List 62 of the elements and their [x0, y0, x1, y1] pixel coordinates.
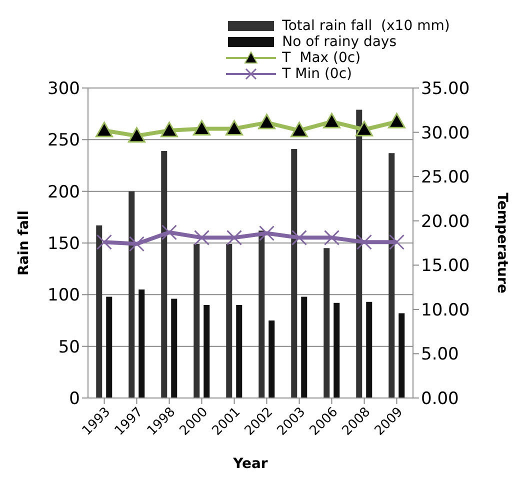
y-tick-label: 300 [48, 79, 80, 100]
point [226, 120, 243, 136]
bar [366, 302, 372, 398]
point [290, 122, 308, 138]
bar [204, 305, 210, 398]
point [258, 114, 276, 130]
y2-tick-label: 5.00 [421, 344, 459, 365]
y-tick-label: 200 [48, 182, 80, 202]
bar [194, 244, 200, 398]
bar [258, 230, 265, 398]
bar [96, 225, 102, 398]
point [96, 234, 112, 250]
bar [226, 244, 232, 398]
y-tick-label: 250 [48, 130, 80, 151]
x-axis-title: Year [232, 456, 268, 472]
y2-tick-label: 25.00 [421, 168, 470, 188]
y-axis-title: Rain fall [16, 210, 32, 276]
bar [268, 320, 275, 398]
point [128, 127, 146, 143]
bar [334, 302, 340, 398]
y2-tick-label: 20.00 [421, 212, 470, 232]
y-tick-label: 50 [58, 337, 80, 358]
point [324, 230, 340, 246]
bar [106, 296, 112, 398]
y2-tick-label: 0.00 [421, 389, 459, 410]
y-tick-label: 100 [48, 286, 80, 306]
y-tick-label: 150 [48, 234, 80, 254]
point [292, 230, 307, 246]
point [160, 122, 178, 138]
bar [324, 248, 330, 398]
bar [236, 305, 242, 398]
y2-tick-label: 10.00 [421, 300, 470, 320]
point [162, 224, 177, 240]
y2-tick-label: 35.00 [421, 79, 470, 100]
bar [388, 153, 395, 398]
legend-label: No of rainy days [282, 34, 396, 50]
bar [291, 148, 298, 398]
bar [301, 296, 308, 398]
point [194, 230, 210, 246]
point [129, 236, 144, 252]
point [96, 122, 113, 138]
legend-label: Total rain fall (x10 mm) [282, 18, 450, 34]
legend-label: T Max (0c) [282, 50, 361, 66]
bar [356, 110, 362, 398]
point [193, 120, 210, 136]
bar [161, 151, 168, 398]
point [356, 234, 372, 250]
y2-tick-label: 30.00 [421, 123, 470, 144]
point [356, 120, 373, 136]
bar [171, 298, 178, 398]
point [323, 112, 340, 128]
point [259, 226, 274, 242]
legend-label: T Min (0c) [282, 66, 352, 82]
y2-tick-label: 15.00 [421, 256, 470, 276]
point [389, 234, 404, 250]
bar [128, 191, 135, 398]
point [388, 112, 406, 128]
y-tick-label: 0 [69, 389, 80, 410]
y2-axis-title: Temperature [494, 192, 510, 294]
point [226, 230, 242, 246]
bar [398, 313, 405, 398]
bar [138, 290, 145, 398]
